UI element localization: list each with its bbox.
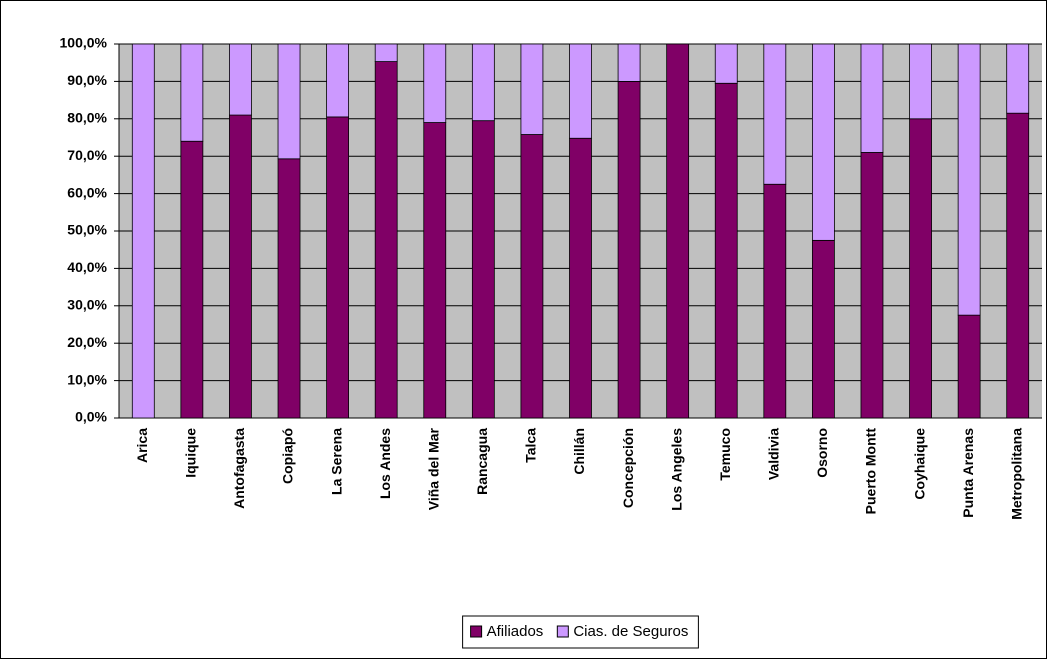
bar-segment [957,314,981,419]
bar-segment [860,43,884,153]
y-tick-label: 20,0% [67,334,107,350]
legend-label: Afiliados [487,623,544,640]
y-tick-label: 30,0% [67,297,107,313]
bar-segment [180,43,204,142]
bar-segment [423,43,447,123]
x-tick-label: Chillán [571,428,587,475]
legend: Afiliados Cias. de Seguros [462,615,699,649]
x-tick-label: Antofagasta [231,428,247,509]
bar-segment [131,43,155,419]
bar-segment [326,43,350,118]
x-tick-label: Valdivia [766,428,782,480]
x-tick-label: Osorno [814,428,830,478]
bar-segment [909,43,932,120]
x-tick-label: Talca [523,428,539,463]
bar-segment [229,114,252,419]
y-tick-label: 80,0% [67,110,107,126]
bar-segment [666,43,690,419]
bar-segment [763,183,787,419]
bar-segment [569,137,592,419]
bar-segment [423,122,447,419]
bar-segment [471,43,495,122]
bar-segment [569,43,592,139]
y-tick-label: 0,0% [75,409,107,425]
y-tick-label: 70,0% [67,147,107,163]
bar-segment [860,152,884,419]
y-tick-label: 10,0% [67,371,107,387]
bar-segment [180,140,204,419]
bar-segment [617,43,641,82]
x-tick-label: La Serena [328,428,344,495]
x-tick-label: Concepción [620,428,636,508]
bar-segment [326,116,350,419]
bar-segment [714,82,738,419]
x-tick-label: Arica [134,428,150,463]
bar-segment [811,239,835,419]
x-tick-label: Temuco [717,428,733,481]
x-tick-label: Puerto Montt [863,428,879,515]
bar-segment [617,81,641,419]
bar-segment [1006,43,1030,114]
bar-segment [520,134,544,419]
y-tick-label: 40,0% [67,259,107,275]
bar-segment [471,120,495,419]
bar-segment [229,43,252,116]
bar-segment [957,43,981,316]
x-tick-label: Coyhaique [911,428,927,500]
x-tick-label: Los Andes [377,428,393,499]
y-tick-label: 60,0% [67,184,107,200]
x-tick-label: Los Angeles [668,428,684,511]
bar-segment [374,61,398,419]
bar-segment [374,43,398,62]
bar-segment [277,158,301,419]
bar-segment [520,43,544,135]
legend-box [462,615,699,649]
y-tick-label: 50,0% [67,222,107,238]
bar-segment [763,43,787,185]
legend-swatch [470,625,483,638]
legend-label: Cias. de Seguros [573,623,688,640]
y-tick-label: 90,0% [67,72,107,88]
bar-segment [1006,112,1030,419]
x-tick-label: Iquique [183,428,199,478]
x-tick-label: Copiapó [280,428,296,484]
bar-segment [277,43,301,160]
x-tick-label: Punta Arenas [960,428,976,518]
bar-segment [811,43,835,241]
y-tick-label: 100,0% [60,35,108,51]
x-tick-label: Rancagua [474,428,490,495]
x-tick-label: Viña del Mar [425,427,441,510]
legend-swatch [556,625,569,638]
bar-segment [909,118,932,419]
x-tick-label: Metropolitana [1008,428,1024,520]
bar-segment [714,43,738,84]
